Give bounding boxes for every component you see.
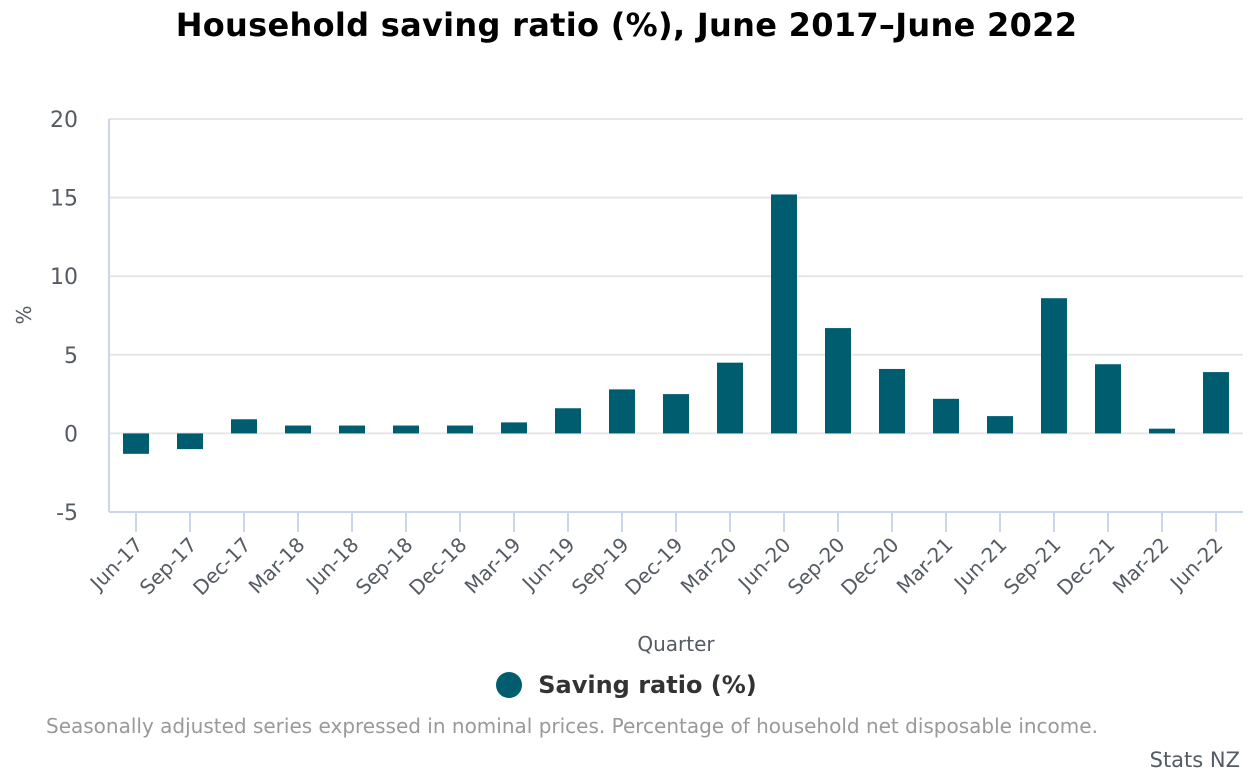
legend-label: Saving ratio (%) (538, 671, 757, 699)
x-tick-label: Mar-21 (892, 533, 958, 599)
bar (555, 408, 581, 434)
x-tick-label: Dec-20 (836, 533, 903, 600)
bar (1203, 372, 1229, 434)
bar (1095, 364, 1121, 434)
y-axis: 20 15 10 5 0 -5 (50, 108, 110, 526)
chart-title: Household saving ratio (%), June 2017–Ju… (175, 6, 1078, 44)
bar (771, 194, 797, 434)
x-tick-label: Mar-19 (460, 533, 526, 599)
y-tick-label: -5 (56, 501, 78, 526)
bar (663, 394, 689, 434)
bar (231, 419, 257, 434)
x-tick-label: Mar-22 (1108, 533, 1174, 599)
y-tick-label: 0 (64, 422, 78, 447)
y-tick-label: 20 (50, 108, 78, 133)
bar (339, 425, 365, 434)
x-tick-label: Mar-18 (244, 533, 310, 599)
bar (123, 433, 149, 454)
x-tick-label: Sep-17 (135, 533, 202, 600)
x-tick-label: Sep-21 (999, 533, 1066, 600)
gridlines (109, 118, 1243, 435)
footnote: Seasonally adjusted series expressed in … (46, 714, 1098, 738)
x-tick-label: Sep-19 (567, 533, 634, 600)
bar (987, 416, 1013, 434)
legend-swatch-circle-icon (496, 672, 523, 698)
bar (285, 425, 311, 434)
legend[interactable]: Saving ratio (%) (0, 671, 1253, 699)
x-tick-label: Sep-20 (783, 533, 850, 600)
x-tick-label: Dec-21 (1052, 533, 1119, 600)
x-tick-label: Sep-18 (351, 533, 418, 600)
bar (447, 425, 473, 434)
x-tick-label: Jun-22 (1164, 533, 1228, 597)
x-tick-label: Dec-18 (404, 533, 471, 600)
y-tick-label: 5 (64, 344, 78, 369)
x-axis: Jun-17Sep-17Dec-17Mar-18Jun-18Sep-18Dec-… (84, 511, 1243, 600)
x-tick-label: Dec-17 (188, 533, 255, 600)
x-axis-title: Quarter (637, 632, 715, 656)
bar (825, 328, 851, 434)
bar (393, 425, 419, 434)
x-tick-label: Dec-19 (620, 533, 687, 600)
bar (717, 362, 743, 434)
bar (501, 422, 527, 434)
bar (879, 368, 905, 434)
y-tick-label: 10 (50, 265, 78, 290)
bar (933, 398, 959, 434)
y-axis-title: % (12, 305, 36, 324)
bar (177, 433, 203, 450)
bars (123, 194, 1229, 454)
bar (1149, 428, 1175, 434)
bar (1041, 298, 1067, 434)
x-tick-label: Mar-20 (676, 533, 742, 599)
bar (609, 389, 635, 434)
y-tick-label: 15 (50, 187, 78, 212)
source-credit: Stats NZ (1149, 748, 1240, 772)
